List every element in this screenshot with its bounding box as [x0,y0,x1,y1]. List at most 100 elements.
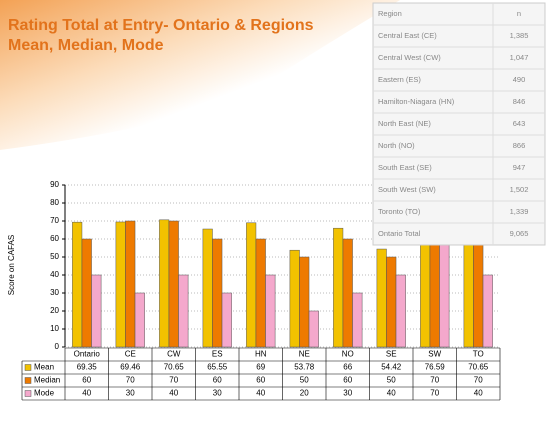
x-tick-label: TO [473,350,484,359]
swoosh [0,0,400,150]
data-label: 69.46 [120,363,141,372]
data-label: 60 [82,376,91,385]
table-cell: Region [378,9,402,18]
data-label: 53.78 [294,363,315,372]
y-tick-label: 50 [50,252,59,261]
y-tick-label: 90 [50,180,59,189]
table-cell: 643 [513,119,526,128]
table-cell: 1,339 [510,207,529,216]
bar [395,274,406,348]
data-label: 70 [430,389,439,398]
bar [376,248,387,348]
data-label: 70.65 [164,363,185,372]
data-label: 40 [474,389,483,398]
bar [134,292,145,348]
table-cell: North (NO) [378,141,415,150]
data-label: 60 [343,376,352,385]
y-tick-label: 30 [50,288,59,297]
y-tick-label: 40 [50,270,59,279]
table-cell: Toronto (TO) [378,207,421,216]
x-tick-label: Ontario [74,350,101,359]
bar [202,228,213,348]
table-cell: Hamilton-Niagara (HN) [378,97,455,106]
data-label: 30 [213,389,222,398]
data-label: 40 [169,389,178,398]
bar [342,238,353,348]
x-tick-label: SE [386,350,397,359]
legend-label: Mode [34,389,55,398]
data-label: 70 [474,376,483,385]
y-tick-label: 0 [55,342,60,351]
table-cell: 866 [513,141,526,150]
bar [159,219,170,348]
y-tick-label: 80 [50,198,59,207]
legend-label: Median [34,376,60,385]
bar [246,222,257,348]
table-cell: South West (SW) [378,185,436,194]
x-tick-label: ES [212,350,223,359]
data-label: 69 [256,363,265,372]
x-tick-label: CW [167,350,181,359]
bar [352,292,363,348]
table-cell: South East (SE) [378,163,432,172]
y-tick-label: 60 [50,234,59,243]
bar [72,221,83,348]
y-tick-label: 70 [50,216,59,225]
table-cell: North East (NE) [378,119,431,128]
bar [178,274,189,348]
data-label: 20 [300,389,309,398]
data-label: 65.55 [207,363,228,372]
table-cell: 846 [513,97,526,106]
data-label: 50 [387,376,396,385]
table-cell: Central West (CW) [378,53,441,62]
bar [115,221,126,348]
bar [168,220,179,348]
x-tick-label: NO [342,350,354,359]
table-cell: 1,502 [510,185,529,194]
bar [299,256,310,348]
legend-swatch [24,390,32,397]
bar [308,310,319,348]
table-cell: 1,047 [510,53,529,62]
table-cell: Eastern (ES) [378,75,421,84]
data-label: 40 [387,389,396,398]
x-tick-label: NE [299,350,310,359]
x-tick-label: SW [428,350,441,359]
data-label: 66 [343,363,352,372]
data-label: 60 [213,376,222,385]
data-label: 40 [256,389,265,398]
table-cell: 1,385 [510,31,529,40]
bar [482,274,493,348]
data-label: 76.59 [425,363,446,372]
data-label: 70.65 [468,363,489,372]
data-label: 70 [430,376,439,385]
data-label: 40 [82,389,91,398]
table-cell: Central East (CE) [378,31,437,40]
bar [333,227,344,348]
data-label: 30 [126,389,135,398]
data-label: 70 [169,376,178,385]
data-label: 50 [300,376,309,385]
region-table: Region n Central East (CE) 1,385 Central Wes… [372,2,546,246]
chart-title: Rating Total at Entry- Ontario & Regions [8,17,314,34]
bar [125,220,136,348]
table-cell: n [517,9,521,18]
bar [386,256,397,348]
table-cell: 490 [513,75,526,84]
y-tick-label: 10 [50,324,59,333]
data-label: 54.42 [381,363,402,372]
x-tick-label: CE [125,350,136,359]
y-tick-label: 20 [50,306,59,315]
bar [81,238,92,348]
table-cell: Ontario Total [378,229,421,238]
bar [289,249,300,348]
bar [91,274,102,348]
y-axis-label: Score on CAFAS [7,235,16,295]
legend-label: Mean [34,363,54,372]
table-cell: 9,065 [510,229,529,238]
data-label: 60 [256,376,265,385]
legend-swatch [24,364,32,371]
data-label: 30 [343,389,352,398]
chart-subtitle: Mean, Median, Mode [8,37,164,54]
